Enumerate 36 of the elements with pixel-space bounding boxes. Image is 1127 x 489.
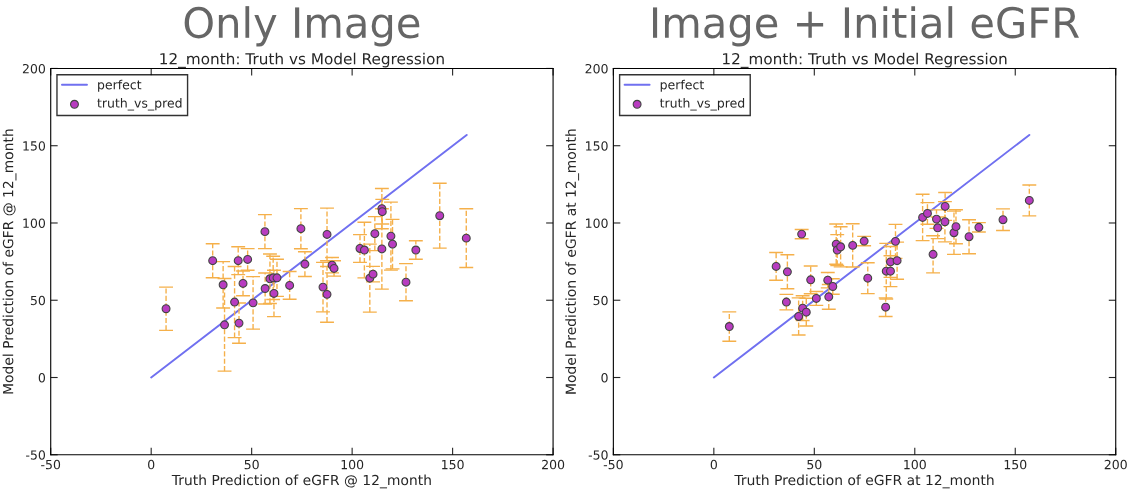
x-tick-label: 150 [442, 459, 464, 470]
chart-subtitle: 12_month: Truth vs Model Regression [160, 52, 444, 68]
x-tick-label: 100 [904, 459, 926, 470]
y-tick-label: 0 [601, 372, 608, 383]
x-tick-label: -50 [41, 459, 61, 470]
x-tick-label: 150 [1004, 459, 1027, 470]
x-tick-label: 200 [542, 459, 565, 470]
legend-label: perfect [98, 79, 142, 92]
legend-label: perfect [660, 79, 704, 92]
y-axis-title: Model Prediction of eGFR @ 12_month [2, 129, 17, 394]
x-tick-label: 100 [341, 459, 364, 470]
legend-label: truth_vs_pred [659, 98, 745, 111]
y-tick-label: 200 [585, 63, 608, 74]
y-tick-label: -50 [26, 450, 46, 460]
legend-label: truth_vs_pred [97, 98, 182, 111]
y-tick-label: 150 [586, 141, 608, 151]
y-tick-label: -50 [588, 450, 608, 460]
x-tick-label: 50 [244, 459, 259, 470]
x-tick-label: -50 [603, 459, 623, 470]
x-tick-label: 50 [807, 459, 822, 470]
x-tick-label: 0 [710, 459, 717, 470]
y-tick-label: 50 [30, 295, 46, 306]
chart-subtitle: 12_month: Truth vs Model Regression [723, 52, 1007, 68]
x-tick-label: 200 [1104, 459, 1127, 470]
y-tick-label: 100 [23, 218, 46, 228]
x-axis-title: Truth Prediction of eGFR @ 12_month [171, 474, 431, 489]
y-tick-label: 50 [593, 295, 608, 306]
y-tick-label: 200 [22, 63, 46, 74]
y-tick-label: 100 [586, 218, 608, 228]
chart-title: Image + Initial eGFR [653, 6, 1079, 47]
x-tick-label: 0 [148, 459, 155, 470]
y-axis-title: Model Prediction of eGFR at 12_month [565, 129, 580, 394]
x-axis-title: Truth Prediction of eGFR at 12_month [734, 474, 994, 489]
y-tick-label: 150 [23, 141, 46, 151]
chart-title: Only Image [184, 6, 420, 47]
y-tick-label: 0 [38, 372, 46, 383]
